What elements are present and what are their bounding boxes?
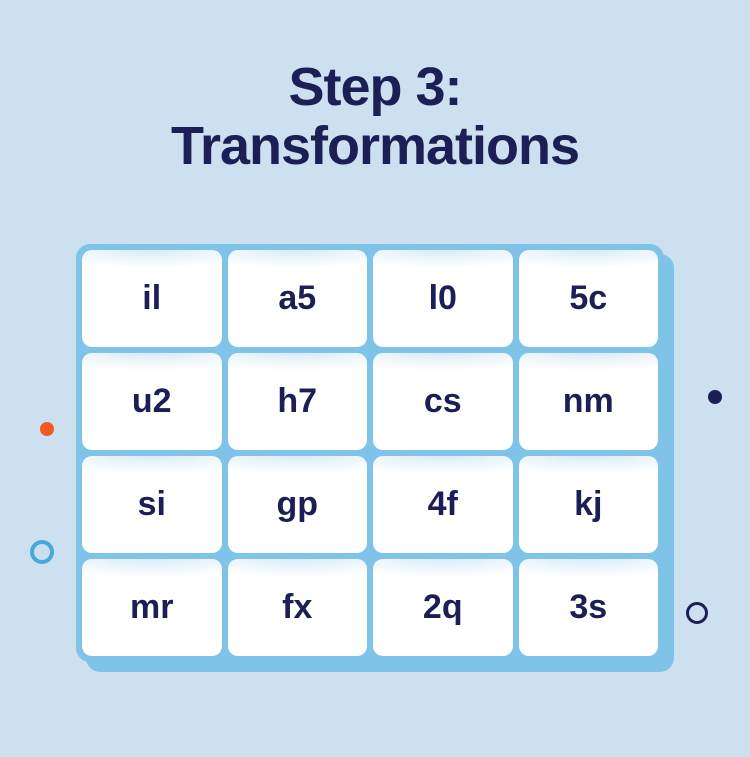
title-line-1: Step 3: <box>288 57 461 117</box>
accent-ring-blue <box>30 540 54 564</box>
grid-cell: 4f <box>373 456 513 553</box>
grid-cell: mr <box>82 559 222 656</box>
cell-text: il <box>142 279 161 318</box>
grid-cell: 5c <box>519 250 659 347</box>
grid-cell: gp <box>228 456 368 553</box>
cell-text: gp <box>276 485 318 524</box>
grid-cell: cs <box>373 353 513 450</box>
grid-cell: il <box>82 250 222 347</box>
cell-text: 5c <box>569 279 607 318</box>
grid-cell: u2 <box>82 353 222 450</box>
cell-text: a5 <box>278 279 316 318</box>
grid-cell: nm <box>519 353 659 450</box>
grid-cell: a5 <box>228 250 368 347</box>
grid-container: il a5 l0 5c u2 h7 cs nm si gp 4f kj mr f… <box>76 244 664 662</box>
page-title: Step 3: Transformations <box>0 0 750 177</box>
title-line-2: Transformations <box>171 116 579 176</box>
grid-cell: 2q <box>373 559 513 656</box>
cell-text: h7 <box>277 382 317 421</box>
grid-cell: 3s <box>519 559 659 656</box>
canvas: Step 3: Transformations il a5 l0 5c u2 h… <box>0 0 750 757</box>
cell-text: 4f <box>428 485 458 524</box>
cell-text: cs <box>424 382 462 421</box>
cell-text: 2q <box>423 588 463 627</box>
cell-text: 3s <box>569 588 607 627</box>
cell-text: nm <box>563 382 614 421</box>
accent-dot-orange <box>40 422 54 436</box>
grid-cell: si <box>82 456 222 553</box>
grid: il a5 l0 5c u2 h7 cs nm si gp 4f kj mr f… <box>82 250 658 656</box>
grid-cell: kj <box>519 456 659 553</box>
accent-dot-navy <box>708 390 722 404</box>
cell-text: fx <box>282 588 312 627</box>
cell-text: mr <box>130 588 173 627</box>
cell-text: u2 <box>132 382 172 421</box>
cell-text: kj <box>574 485 602 524</box>
cell-text: si <box>138 485 166 524</box>
grid-cell: l0 <box>373 250 513 347</box>
grid-cell: h7 <box>228 353 368 450</box>
accent-ring-navy <box>686 602 708 624</box>
cell-text: l0 <box>429 279 457 318</box>
grid-cell: fx <box>228 559 368 656</box>
